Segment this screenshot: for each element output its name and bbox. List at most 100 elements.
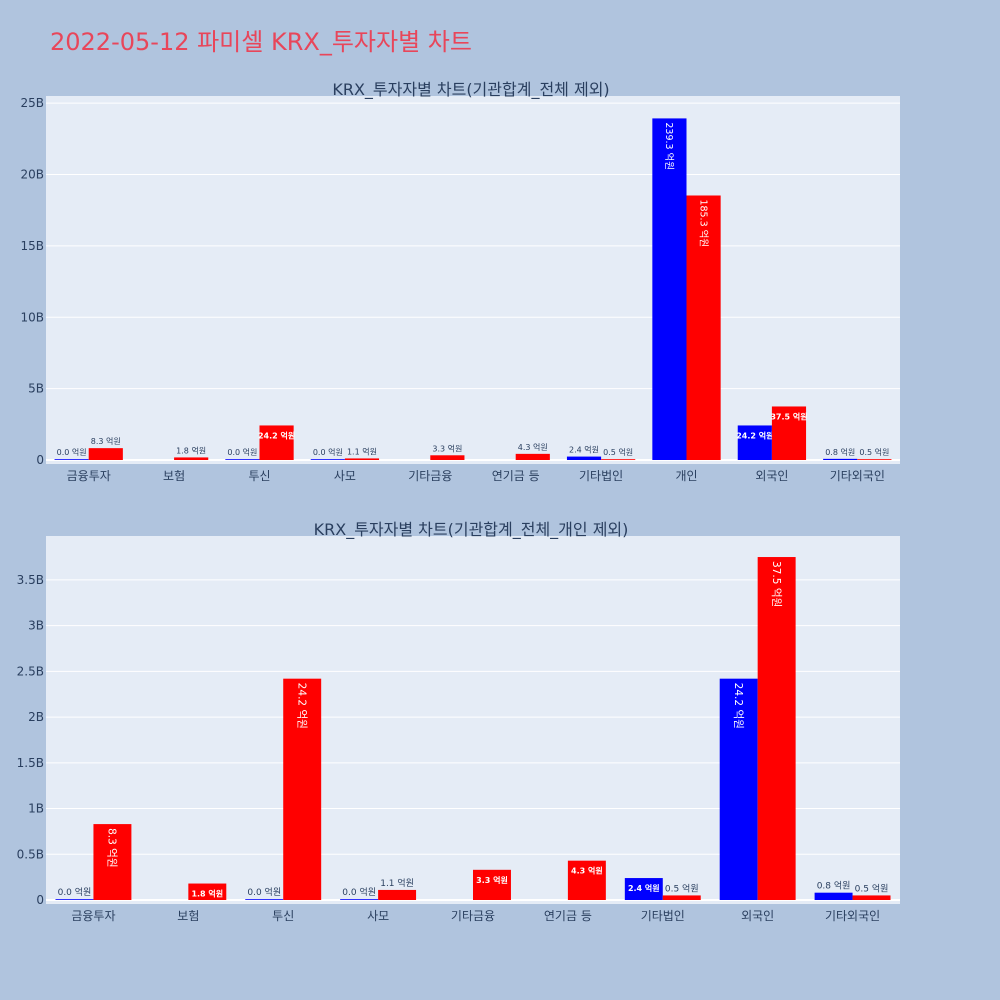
- bar-label: 1.8 억원: [191, 889, 223, 899]
- bar-label: 0.8 억원: [825, 447, 855, 457]
- chart-1: 0 5B 10B 15B 20B 25B KRX_투자자별 차트(기관합계_전체 제외) 금융…: [20, 80, 900, 483]
- x-tick-label: 기타금융: [408, 469, 452, 483]
- chart-title: KRX_투자자별 차트(기관합계_전체_개인 제외): [314, 520, 629, 540]
- bar-label: 8.3 억원: [106, 828, 118, 867]
- bar: [652, 118, 687, 460]
- bar-label: 0.0 억원: [247, 886, 281, 898]
- bar-label: 0.5 억원: [859, 447, 889, 457]
- bar-label: 8.3 억원: [91, 436, 121, 446]
- x-tick-label: 기타외국인: [830, 469, 885, 483]
- bar-label: 24.2 억원: [736, 430, 773, 440]
- bar-label: 3.3 억원: [432, 443, 462, 453]
- bar: [624, 878, 663, 900]
- x-tick-label: 기타금융: [451, 909, 495, 923]
- y-tick-label: 10B: [20, 310, 44, 324]
- x-tick-label: 투신: [272, 909, 294, 923]
- y-tick-label: 0: [36, 453, 44, 467]
- bar: [601, 459, 636, 460]
- bar-label: 24.2 억원: [296, 683, 308, 729]
- bar: [737, 425, 772, 460]
- bar: [188, 883, 227, 900]
- bar-label: 1.1 억원: [380, 877, 414, 889]
- bar-label: 0.0 억원: [313, 447, 343, 457]
- x-tick-label: 기타법인: [641, 909, 685, 923]
- y-tick-label: 2B: [28, 710, 44, 724]
- y-tick-label: 20B: [20, 168, 44, 182]
- bar: [823, 458, 858, 460]
- x-tick-label: 사모: [334, 469, 356, 483]
- bar: [515, 453, 550, 460]
- bar-label: 0.5 억원: [855, 882, 889, 894]
- x-tick-label: 사모: [367, 909, 389, 923]
- bar-label: 0.0 억원: [227, 447, 257, 457]
- bar: [566, 456, 602, 460]
- bar-label: 2.4 억원: [569, 445, 599, 455]
- bar: [814, 892, 853, 900]
- bar-label: 24.2 억원: [732, 683, 744, 729]
- y-tick-label: 25B: [20, 96, 44, 110]
- bar: [93, 824, 132, 900]
- bar-label: 0.8 억원: [817, 880, 851, 892]
- bar-label: 4.3 억원: [571, 866, 603, 876]
- bar: [473, 869, 511, 900]
- bar: [757, 557, 796, 900]
- x-tick-label: 개인: [675, 469, 697, 483]
- bar-label: 239.3 억원: [663, 122, 675, 170]
- bar-label: 3.3 억원: [476, 875, 508, 885]
- bar: [686, 195, 721, 460]
- bar: [771, 406, 807, 460]
- bar-label: 0.5 억원: [603, 447, 633, 457]
- bar-label: 37.5 억원: [770, 561, 782, 607]
- bar-label: 0.5 억원: [665, 882, 699, 894]
- bar-label: 4.3 억원: [518, 442, 548, 452]
- y-tick-label: 1B: [28, 802, 44, 816]
- bar: [344, 458, 380, 460]
- bar: [54, 459, 89, 460]
- x-tick-label: 금융투자: [67, 469, 111, 483]
- plot-area: [46, 96, 900, 464]
- bar: [857, 459, 892, 460]
- bar-label: 0.0 억원: [57, 447, 87, 457]
- chart-2: 0 0.5B 1B 1.5B 2B 2.5B 3B 3.5B KRX_투자자별 차트(기관합계_…: [17, 520, 900, 923]
- bar-label: 2.4 억원: [628, 883, 660, 893]
- bar: [88, 448, 123, 460]
- y-tick-label: 2.5B: [17, 664, 44, 678]
- x-tick-label: 연기금 등: [544, 909, 592, 923]
- x-tick-label: 외국인: [755, 469, 788, 483]
- y-tick-label: 1.5B: [17, 756, 44, 770]
- bar: [283, 678, 322, 900]
- bar-label: 24.2 억원: [258, 430, 295, 440]
- bar: [719, 678, 758, 900]
- bar: [259, 425, 294, 460]
- chart-title: KRX_투자자별 차트(기관합계_전체 제외): [332, 80, 609, 100]
- bar: [852, 895, 891, 900]
- bar: [245, 899, 284, 900]
- bar: [225, 459, 260, 460]
- y-tick-label: 0: [36, 893, 44, 907]
- bar: [567, 860, 606, 900]
- bar: [310, 459, 345, 460]
- x-tick-label: 외국인: [741, 909, 774, 923]
- page-title: 2022-05-12 파미셀 KRX_투자자별 차트: [50, 28, 472, 56]
- x-tick-label: 기타외국인: [825, 909, 880, 923]
- bar: [662, 895, 701, 900]
- x-tick-label: 보험: [163, 469, 185, 483]
- bar-label: 185.3 억원: [697, 199, 709, 247]
- y-tick-label: 15B: [20, 239, 44, 253]
- bar: [430, 455, 465, 460]
- bar: [378, 889, 417, 900]
- x-tick-label: 기타법인: [579, 469, 623, 483]
- y-tick-label: 3B: [28, 619, 44, 633]
- bar: [340, 899, 379, 900]
- bar: [174, 457, 209, 460]
- x-tick-label: 보험: [177, 909, 199, 923]
- y-tick-label: 3.5B: [17, 573, 44, 587]
- bar-label: 37.5 억원: [770, 411, 807, 421]
- bar-label: 1.1 억원: [347, 446, 377, 456]
- x-tick-label: 연기금 등: [492, 469, 540, 483]
- bar-label: 1.8 억원: [176, 445, 206, 455]
- bar-label: 0.0 억원: [342, 886, 376, 898]
- y-tick-label: 0.5B: [17, 847, 44, 861]
- x-tick-label: 투신: [248, 469, 270, 483]
